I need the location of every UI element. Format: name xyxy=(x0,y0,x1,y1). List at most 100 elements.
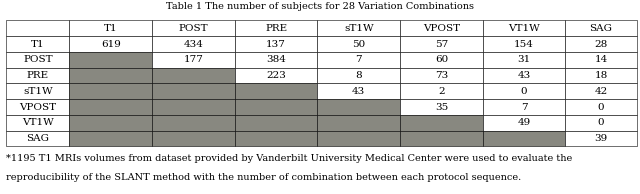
Bar xyxy=(6,99,70,115)
Bar xyxy=(565,131,637,146)
Text: 384: 384 xyxy=(266,55,286,64)
Bar xyxy=(565,68,637,83)
Bar xyxy=(69,115,152,131)
Text: 49: 49 xyxy=(517,118,531,127)
Text: 28: 28 xyxy=(595,40,608,48)
Bar xyxy=(317,115,400,131)
Text: *1195 T1 MRIs volumes from dataset provided by Vanderbilt University Medical Cen: *1195 T1 MRIs volumes from dataset provi… xyxy=(6,154,573,163)
Text: 50: 50 xyxy=(352,40,365,48)
Bar xyxy=(565,52,637,68)
Text: VT1W: VT1W xyxy=(22,118,54,127)
Text: 434: 434 xyxy=(184,40,204,48)
Bar xyxy=(152,115,235,131)
Bar xyxy=(69,68,152,83)
Bar xyxy=(69,52,152,68)
Text: sT1W: sT1W xyxy=(344,24,374,33)
Text: VPOST: VPOST xyxy=(19,103,56,112)
Text: 0: 0 xyxy=(598,103,604,112)
Text: 18: 18 xyxy=(595,71,608,80)
Bar xyxy=(152,83,235,99)
Bar xyxy=(565,20,637,36)
Bar xyxy=(483,131,565,146)
Bar xyxy=(235,36,317,52)
Text: 2: 2 xyxy=(438,87,445,96)
Bar xyxy=(400,68,483,83)
Bar xyxy=(400,131,483,146)
Bar xyxy=(69,83,152,99)
Bar xyxy=(483,68,565,83)
Bar xyxy=(152,36,235,52)
Text: 8: 8 xyxy=(355,71,362,80)
Bar xyxy=(317,131,400,146)
Bar xyxy=(317,52,400,68)
Bar xyxy=(317,83,400,99)
Text: 57: 57 xyxy=(435,40,448,48)
Text: 177: 177 xyxy=(184,55,204,64)
Bar xyxy=(152,52,235,68)
Bar xyxy=(6,131,70,146)
Bar xyxy=(6,36,70,52)
Bar xyxy=(400,52,483,68)
Bar xyxy=(400,99,483,115)
Text: POST: POST xyxy=(179,24,208,33)
Bar xyxy=(400,36,483,52)
Bar xyxy=(565,99,637,115)
Text: reproducibility of the SLANT method with the number of combination between each : reproducibility of the SLANT method with… xyxy=(6,173,522,182)
Bar xyxy=(6,68,70,83)
Bar xyxy=(565,83,637,99)
Bar xyxy=(69,20,152,36)
Text: 619: 619 xyxy=(101,40,121,48)
Bar xyxy=(317,20,400,36)
Bar xyxy=(317,99,400,115)
Bar xyxy=(69,99,152,115)
Text: 0: 0 xyxy=(598,118,604,127)
Text: 7: 7 xyxy=(521,103,527,112)
Text: 31: 31 xyxy=(517,55,531,64)
Bar xyxy=(400,20,483,36)
Bar xyxy=(6,20,70,36)
Text: 43: 43 xyxy=(517,71,531,80)
Bar xyxy=(483,20,565,36)
Text: 43: 43 xyxy=(352,87,365,96)
Text: 7: 7 xyxy=(355,55,362,64)
Text: SAG: SAG xyxy=(589,24,612,33)
Bar xyxy=(235,52,317,68)
Bar xyxy=(483,99,565,115)
Text: SAG: SAG xyxy=(26,134,49,143)
Text: sT1W: sT1W xyxy=(23,87,52,96)
Bar xyxy=(6,52,70,68)
Bar xyxy=(483,115,565,131)
Text: 0: 0 xyxy=(521,87,527,96)
Bar xyxy=(400,115,483,131)
Bar xyxy=(235,99,317,115)
Bar xyxy=(152,68,235,83)
Text: 223: 223 xyxy=(266,71,286,80)
Bar xyxy=(565,115,637,131)
Bar xyxy=(235,115,317,131)
Bar xyxy=(483,36,565,52)
Bar xyxy=(6,83,70,99)
Bar xyxy=(69,131,152,146)
Text: 42: 42 xyxy=(595,87,608,96)
Bar xyxy=(235,131,317,146)
Text: 60: 60 xyxy=(435,55,448,64)
Bar xyxy=(235,68,317,83)
Text: PRE: PRE xyxy=(265,24,287,33)
Text: Table 1 The number of subjects for 28 Variation Combinations: Table 1 The number of subjects for 28 Va… xyxy=(166,2,474,11)
Bar xyxy=(152,99,235,115)
Bar xyxy=(235,83,317,99)
Text: VT1W: VT1W xyxy=(508,24,540,33)
Bar xyxy=(317,36,400,52)
Text: T1: T1 xyxy=(104,24,118,33)
Text: 73: 73 xyxy=(435,71,448,80)
Text: VPOST: VPOST xyxy=(423,24,460,33)
Bar xyxy=(152,20,235,36)
Bar xyxy=(483,83,565,99)
Text: 35: 35 xyxy=(435,103,448,112)
Bar xyxy=(483,52,565,68)
Text: PRE: PRE xyxy=(27,71,49,80)
Text: 154: 154 xyxy=(514,40,534,48)
Bar xyxy=(565,36,637,52)
Bar xyxy=(69,36,152,52)
Text: 137: 137 xyxy=(266,40,286,48)
